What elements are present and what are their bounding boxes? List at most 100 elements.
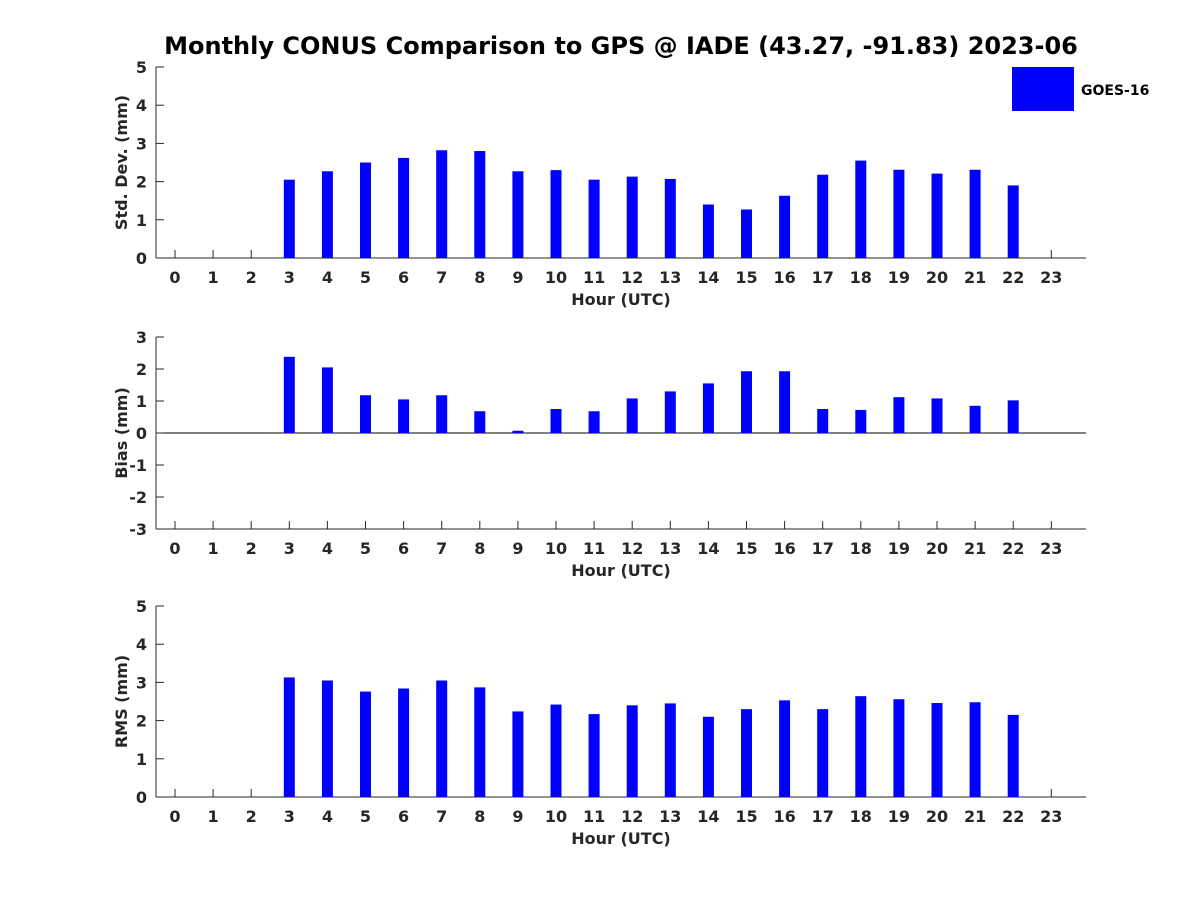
bar-hour-18 — [855, 160, 867, 258]
x-tick-label: 17 — [812, 539, 834, 558]
bar-hour-6 — [398, 688, 410, 797]
x-tick-label: 8 — [474, 807, 485, 826]
bar-hour-5 — [360, 395, 371, 433]
chart-title: Monthly CONUS Comparison to GPS @ IADE (… — [164, 32, 1078, 60]
bar-hour-8 — [474, 687, 486, 797]
x-tick-label: 11 — [583, 268, 605, 287]
x-tick-label: 18 — [850, 268, 872, 287]
x-tick-label: 15 — [735, 539, 757, 558]
bar-hour-20 — [931, 703, 943, 797]
bar-hour-17 — [817, 709, 829, 797]
bar-hour-17 — [817, 174, 829, 258]
x-tick-label: 4 — [322, 539, 333, 558]
x-tick-label: 9 — [512, 539, 523, 558]
legend-swatch — [1012, 67, 1074, 111]
bar-hour-7 — [436, 680, 448, 797]
bar-hour-14 — [702, 383, 714, 433]
bar-hour-13 — [664, 391, 676, 433]
y-tick-label: 4 — [136, 635, 147, 654]
x-tick-label: 12 — [621, 539, 643, 558]
bar-hour-12 — [626, 398, 638, 433]
x-tick-label: 12 — [621, 807, 643, 826]
bar-hour-14 — [702, 204, 714, 258]
x-tick-label: 5 — [360, 539, 371, 558]
x-axis-label: Hour (UTC) — [571, 290, 671, 309]
x-tick-label: 18 — [850, 807, 872, 826]
x-tick-label: 5 — [360, 268, 371, 287]
x-tick-label: 11 — [583, 539, 605, 558]
x-tick-label: 12 — [621, 268, 643, 287]
y-tick-label: 0 — [136, 788, 147, 807]
bar-hour-4 — [321, 171, 333, 258]
x-tick-label: 17 — [812, 268, 834, 287]
x-tick-label: 20 — [926, 539, 948, 558]
x-tick-label: 2 — [246, 807, 257, 826]
x-tick-label: 20 — [926, 807, 948, 826]
bar-hour-14 — [702, 716, 714, 797]
x-tick-label: 6 — [398, 268, 409, 287]
bar-hour-7 — [436, 395, 448, 433]
x-tick-label: 23 — [1040, 539, 1062, 558]
y-axis-label: Std. Dev. (mm) — [112, 95, 131, 230]
x-tick-label: 21 — [964, 268, 986, 287]
bar-hour-19 — [893, 169, 905, 258]
legend-label: GOES-16 — [1081, 83, 1149, 99]
bar-hour-21 — [969, 702, 981, 797]
bar-hour-10 — [550, 704, 562, 797]
bar-hour-5 — [360, 691, 371, 797]
x-tick-label: 22 — [1002, 539, 1024, 558]
bar-hour-10 — [550, 170, 562, 258]
x-tick-label: 11 — [583, 807, 605, 826]
x-tick-label: 13 — [659, 268, 681, 287]
y-tick-label: 5 — [136, 58, 147, 77]
bar-hour-20 — [931, 398, 943, 433]
y-tick-label: 2 — [136, 712, 147, 731]
bar-hour-20 — [931, 173, 943, 258]
x-tick-label: 6 — [398, 539, 409, 558]
y-tick-label: 3 — [136, 134, 147, 153]
bar-hour-9 — [512, 711, 524, 797]
x-tick-label: 23 — [1040, 807, 1062, 826]
bar-hour-15 — [741, 209, 752, 258]
x-tick-label: 8 — [474, 268, 485, 287]
x-tick-label: 13 — [659, 539, 681, 558]
x-tick-label: 19 — [888, 539, 910, 558]
bar-hour-21 — [969, 169, 981, 258]
bar-hour-12 — [626, 176, 638, 258]
bar-hour-6 — [398, 399, 410, 433]
x-tick-label: 16 — [773, 807, 795, 826]
x-axis-label: Hour (UTC) — [571, 561, 671, 580]
x-tick-label: 18 — [850, 539, 872, 558]
x-tick-label: 6 — [398, 807, 409, 826]
x-tick-label: 17 — [812, 807, 834, 826]
x-tick-label: 1 — [208, 268, 219, 287]
x-tick-label: 21 — [964, 807, 986, 826]
x-tick-label: 3 — [284, 539, 295, 558]
x-tick-label: 3 — [284, 807, 295, 826]
x-tick-label: 14 — [697, 539, 719, 558]
bar-hour-3 — [283, 677, 295, 797]
bar-hour-3 — [283, 179, 295, 258]
legend: GOES-16 — [1012, 67, 1149, 111]
bar-hour-6 — [398, 157, 410, 258]
bar-hour-5 — [360, 162, 371, 258]
bar-hour-9 — [512, 430, 524, 433]
bar-hour-16 — [779, 195, 791, 258]
bar-hour-9 — [512, 171, 524, 258]
x-tick-label: 2 — [246, 268, 257, 287]
x-tick-label: 1 — [208, 539, 219, 558]
x-tick-label: 19 — [888, 807, 910, 826]
bar-hour-15 — [741, 709, 752, 797]
bar-hour-16 — [779, 371, 791, 433]
bar-hour-16 — [779, 700, 791, 797]
x-tick-label: 9 — [512, 268, 523, 287]
bar-hour-13 — [664, 178, 676, 258]
x-tick-label: 4 — [322, 268, 333, 287]
x-tick-label: 16 — [773, 268, 795, 287]
bar-hour-10 — [550, 409, 562, 433]
y-tick-label: 0 — [136, 424, 147, 443]
